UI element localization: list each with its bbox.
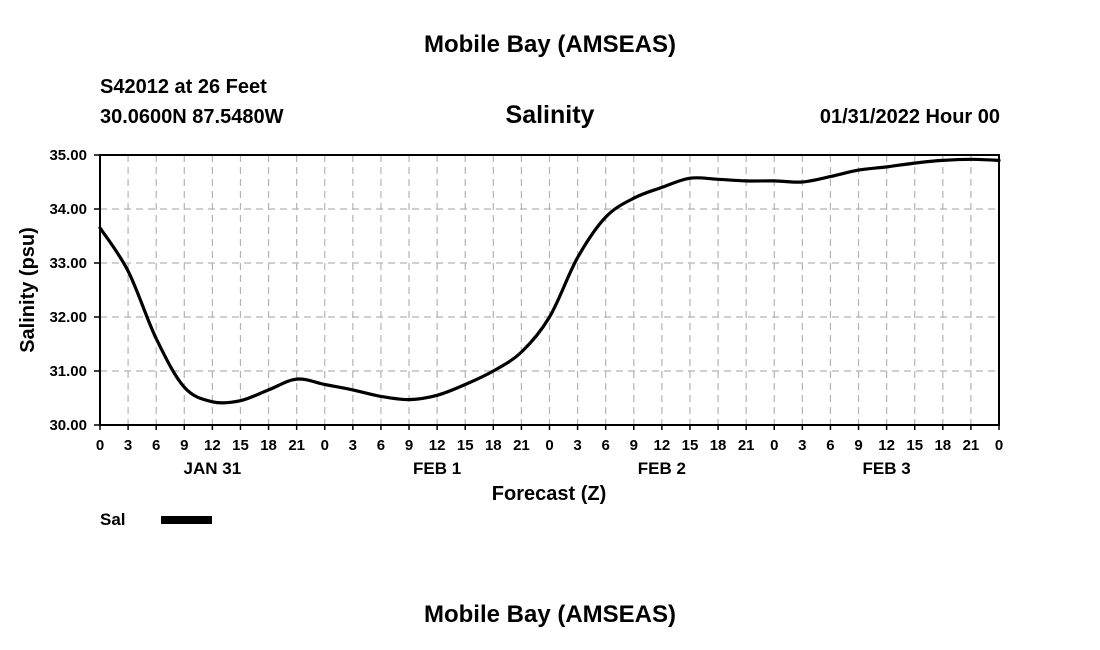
x-tick-label: 9 <box>854 437 862 454</box>
x-tick-label: 18 <box>934 437 951 454</box>
x-tick-label: 21 <box>513 437 530 454</box>
legend-label-sal: Sal <box>100 510 126 529</box>
y-tick-label: 35.00 <box>49 147 87 164</box>
x-tick-label: 15 <box>906 437 923 454</box>
x-tick-label: 6 <box>152 437 160 454</box>
legend-swatch-sal <box>161 516 212 524</box>
day-label: FEB 2 <box>638 459 686 478</box>
x-tick-label: 0 <box>96 437 104 454</box>
x-tick-label: 0 <box>995 437 1003 454</box>
day-label: FEB 1 <box>413 459 461 478</box>
station-coordinates: 30.0600N 87.5480W <box>100 106 284 128</box>
x-tick-label: 12 <box>204 437 221 454</box>
x-axis-label: Forecast (Z) <box>492 483 606 505</box>
y-axis-label: Salinity (psu) <box>17 227 39 353</box>
x-tick-label: 9 <box>630 437 638 454</box>
x-tick-label: 15 <box>682 437 699 454</box>
legend: Sal <box>100 510 212 529</box>
x-tick-label: 18 <box>710 437 727 454</box>
x-tick-label: 6 <box>826 437 834 454</box>
x-tick-label: 18 <box>485 437 502 454</box>
y-tick-label: 31.00 <box>49 363 87 380</box>
x-tick-label: 12 <box>654 437 671 454</box>
x-tick-label: 9 <box>405 437 413 454</box>
x-tick-label: 6 <box>377 437 385 454</box>
series-layer <box>98 157 1001 405</box>
y-tick-label: 32.00 <box>49 309 87 326</box>
x-tick-label: 12 <box>878 437 895 454</box>
x-tick-label: 3 <box>573 437 581 454</box>
page-title: Mobile Bay (AMSEAS) <box>423 31 677 58</box>
x-tick-label: 3 <box>798 437 806 454</box>
day-label: FEB 3 <box>863 459 911 478</box>
x-tick-label: 3 <box>124 437 132 454</box>
x-tick-label: 15 <box>457 437 474 454</box>
x-tick-label: 18 <box>260 437 277 454</box>
grid-layer <box>100 154 999 425</box>
chart-title: Salinity <box>505 101 595 129</box>
day-label: JAN 31 <box>184 459 242 478</box>
x-tick-label: 0 <box>545 437 553 454</box>
x-tick-label: 9 <box>180 437 188 454</box>
x-tick-label: 0 <box>321 437 329 454</box>
footer-title: Mobile Bay (AMSEAS) <box>423 601 677 628</box>
y-tick-label: 34.00 <box>49 201 87 218</box>
x-tick-label: 21 <box>963 437 980 454</box>
tick-layer: 0 3 6 9 12 15 18 21 0 3 6 9 12 15 18 21 0 3 6 9 12 15 18 21 0 3 6 9… <box>49 147 1003 478</box>
series-line-sal <box>98 157 1001 405</box>
x-tick-label: 6 <box>602 437 610 454</box>
x-tick-label: 21 <box>288 437 305 454</box>
x-tick-label: 3 <box>349 437 357 454</box>
x-tick-label: 15 <box>232 437 249 454</box>
y-tick-label: 30.00 <box>49 417 87 434</box>
x-tick-label: 21 <box>738 437 755 454</box>
station-label: S42012 at 26 Feet <box>100 76 267 98</box>
x-tick-label: 12 <box>429 437 446 454</box>
forecast-timestamp: 01/31/2022 Hour 00 <box>819 106 1000 128</box>
y-tick-label: 33.00 <box>49 255 87 272</box>
x-tick-label: 0 <box>770 437 778 454</box>
